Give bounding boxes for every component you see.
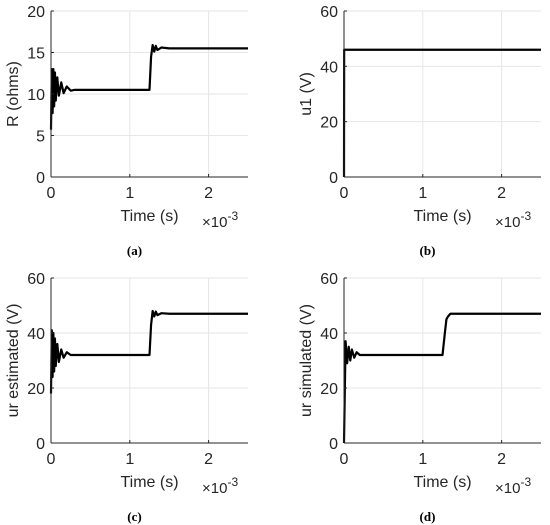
y-tick-label: 0	[329, 436, 338, 453]
x-multiplier: ×10-3	[495, 475, 531, 497]
y-tick-label: 15	[27, 46, 45, 63]
x-multiplier: ×10-3	[202, 475, 238, 497]
plot-area	[344, 11, 541, 177]
y-tick-label: 40	[320, 326, 338, 343]
panel-caption: (d)	[420, 509, 436, 524]
series-line-c	[49, 309, 248, 394]
y-tick-label: 60	[27, 271, 45, 288]
y-tick-label: 40	[320, 59, 338, 76]
y-tick-label: 0	[36, 436, 45, 453]
x-tick-label: 1	[125, 451, 134, 468]
x-tick-label: 2	[204, 451, 213, 468]
x-axis-label: Time (s)	[120, 474, 178, 491]
y-tick-label: 20	[320, 381, 338, 398]
x-multiplier-base: ×10	[202, 480, 227, 497]
x-multiplier-exponent: -3	[227, 475, 238, 489]
x-tick-label: 2	[204, 185, 213, 202]
x-tick-label: 0	[47, 185, 56, 202]
x-multiplier-exponent: -3	[520, 209, 531, 223]
x-tick-label: 1	[418, 451, 427, 468]
x-tick-label: 1	[125, 185, 134, 202]
panel-caption: (b)	[420, 243, 436, 258]
x-tick-label: 2	[497, 451, 506, 468]
x-tick-label: 0	[340, 451, 349, 468]
x-multiplier-exponent: -3	[520, 475, 531, 489]
y-tick-label: 0	[329, 170, 338, 187]
panel-caption: (c)	[127, 509, 141, 524]
x-multiplier-base: ×10	[495, 214, 520, 231]
y-tick-label: 20	[320, 115, 338, 132]
x-axis-label: Time (s)	[120, 208, 178, 225]
x-tick-label: 1	[418, 185, 427, 202]
y-axis-label: R (ohms)	[5, 61, 22, 127]
y-tick-label: 20	[27, 4, 45, 21]
y-tick-label: 60	[320, 271, 338, 288]
y-axis-label: u1 (V)	[298, 72, 315, 116]
y-axis-label: ur estimated (V)	[5, 304, 22, 418]
x-multiplier: ×10-3	[202, 209, 238, 231]
y-axis-label: ur simulated (V)	[298, 304, 315, 417]
x-tick-label: 0	[340, 185, 349, 202]
x-multiplier-base: ×10	[495, 480, 520, 497]
x-tick-label: 0	[47, 451, 56, 468]
y-tick-label: 20	[27, 381, 45, 398]
y-tick-label: 5	[36, 129, 45, 146]
y-tick-label: 0	[36, 170, 45, 187]
x-multiplier-base: ×10	[202, 214, 227, 231]
panel-caption: (a)	[127, 243, 142, 258]
series-line-d	[342, 312, 541, 444]
x-tick-label: 2	[497, 185, 506, 202]
plot-area	[51, 278, 248, 443]
x-axis-label: Time (s)	[413, 474, 471, 491]
x-axis-label: Time (s)	[413, 208, 471, 225]
y-tick-label: 60	[320, 4, 338, 21]
plot-area	[344, 278, 541, 443]
y-tick-label: 40	[27, 326, 45, 343]
y-tick-label: 10	[27, 87, 45, 104]
x-multiplier-exponent: -3	[227, 209, 238, 223]
x-multiplier: ×10-3	[495, 209, 531, 231]
